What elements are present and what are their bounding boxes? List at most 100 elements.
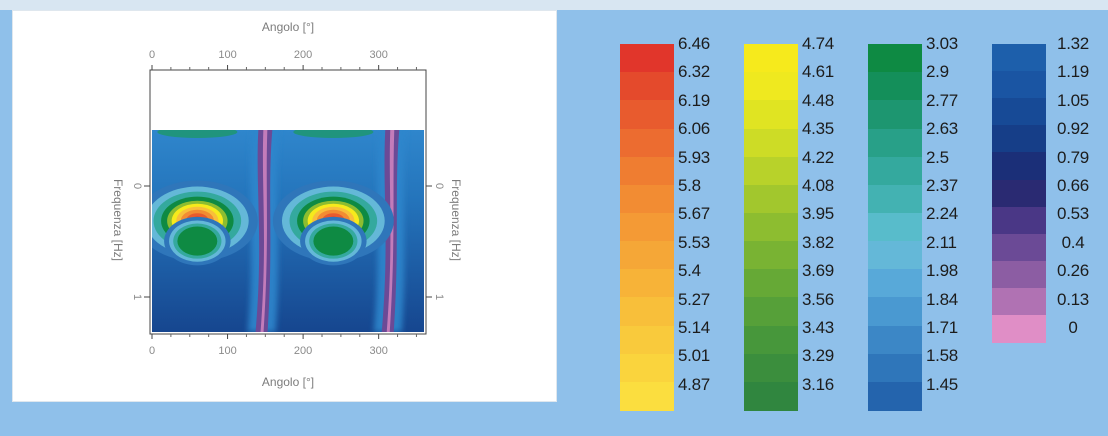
contour-level bbox=[313, 226, 354, 256]
colorbar-label: 1.05 bbox=[1057, 90, 1089, 110]
colorbar-label: 6.32 bbox=[678, 62, 710, 82]
colorbar-swatch bbox=[868, 156, 922, 186]
top-tick-label: 300 bbox=[369, 49, 387, 61]
colorbar-label: 5.4 bbox=[678, 261, 701, 281]
colorbar-swatch bbox=[868, 100, 922, 130]
colorbar-swatch bbox=[744, 297, 798, 327]
colorbar-swatch bbox=[620, 128, 674, 158]
colorbar-swatch bbox=[868, 44, 922, 73]
colorbar-swatch bbox=[992, 315, 1046, 343]
contour-level bbox=[177, 226, 218, 256]
top-tick-label: 0 bbox=[149, 49, 155, 61]
colorbar-swatch bbox=[992, 206, 1046, 235]
colorbar-swatch bbox=[992, 44, 1046, 72]
colorbar-label: 4.35 bbox=[802, 119, 834, 139]
colorbar-swatch bbox=[992, 260, 1046, 289]
heatmap-svg: Angolo [°] Angolo [°] Frequenza [Hz] Fre… bbox=[111, 20, 463, 389]
colorbar-label: 4.48 bbox=[802, 90, 834, 110]
colorbar-swatch bbox=[620, 212, 674, 242]
colorbar-label: 6.19 bbox=[678, 90, 710, 110]
top-axis-title: Angolo [°] bbox=[262, 20, 314, 34]
colorbar-label: 4.87 bbox=[678, 374, 710, 394]
colorbar-label: 0 bbox=[1068, 318, 1078, 337]
colorbar-swatch bbox=[868, 297, 922, 327]
colorbar-swatch bbox=[744, 100, 798, 130]
top-tick-label: 100 bbox=[218, 49, 236, 61]
colorbar-label: 4.74 bbox=[802, 34, 834, 53]
colorbar-label: 3.29 bbox=[802, 346, 834, 366]
colorbar-label: 3.82 bbox=[802, 232, 834, 252]
top-strip bbox=[0, 0, 1108, 10]
colorbar-label: 3.95 bbox=[802, 204, 834, 224]
colorbar-swatch bbox=[744, 184, 798, 214]
colorbar-swatch bbox=[620, 241, 674, 270]
plot-frame bbox=[149, 69, 427, 335]
colorbar-label: 1.71 bbox=[926, 318, 958, 337]
colorbar-swatch bbox=[744, 156, 798, 186]
colorbar-swatch bbox=[620, 381, 674, 411]
colorbar-swatch bbox=[868, 353, 922, 383]
colorbar-label: 0.92 bbox=[1057, 119, 1089, 139]
colorbar-swatch bbox=[744, 269, 798, 298]
hotspot-4 bbox=[300, 216, 367, 266]
colorbar-label: 1.98 bbox=[926, 261, 958, 281]
colorbar-label: 1.58 bbox=[926, 346, 958, 366]
colorbar-label: 4.22 bbox=[802, 147, 834, 167]
colorbar-label: 6.06 bbox=[678, 119, 710, 139]
right-tick-label: 0 bbox=[433, 183, 445, 189]
colorbar-label: 2.77 bbox=[926, 90, 958, 110]
colorbar-label: 3.03 bbox=[926, 34, 958, 53]
colorbar-swatch bbox=[868, 184, 922, 214]
right-tick-label: 1 bbox=[433, 294, 445, 300]
colorbar-swatch bbox=[620, 156, 674, 186]
colorbar-swatch bbox=[744, 72, 798, 101]
colorbar-swatch bbox=[620, 297, 674, 327]
bottom-tick-label: 0 bbox=[149, 345, 155, 357]
colorbar-swatch bbox=[992, 179, 1046, 208]
bottom-tick-label: 200 bbox=[294, 345, 312, 357]
colorbar-label: 5.67 bbox=[678, 204, 710, 224]
colorbar-label: 4.08 bbox=[802, 176, 834, 195]
colorbar-label: 5.14 bbox=[678, 318, 710, 337]
colorbar-swatch bbox=[744, 325, 798, 355]
colorbar-label: 0.66 bbox=[1057, 176, 1089, 195]
colorbar-label: 5.8 bbox=[678, 176, 701, 195]
colorbar-swatch bbox=[868, 128, 922, 158]
colorbar-swatch bbox=[868, 269, 922, 298]
colorbar-swatch bbox=[992, 98, 1046, 126]
colorbar-swatch bbox=[992, 71, 1046, 99]
left-axis-title: Frequenza [Hz] bbox=[111, 179, 125, 261]
colorbar-label: 2.9 bbox=[926, 62, 949, 82]
colorbar-label: 2.63 bbox=[926, 119, 958, 139]
bottom-tick-label: 100 bbox=[218, 345, 236, 357]
left-tick-label: 0 bbox=[131, 183, 143, 189]
bottom-axis-title: Angolo [°] bbox=[262, 375, 314, 389]
colorbar-swatch bbox=[744, 241, 798, 270]
colorbar-label: 1.19 bbox=[1057, 62, 1089, 82]
colorbar-swatch bbox=[620, 184, 674, 214]
colorbar-swatch bbox=[620, 269, 674, 298]
right-axis-title: Frequenza [Hz] bbox=[449, 179, 463, 261]
colorbar-label: 0.13 bbox=[1057, 289, 1089, 309]
colorbar-label: 2.24 bbox=[926, 204, 958, 224]
colorbar-swatch bbox=[620, 325, 674, 355]
colorbar-swatch bbox=[868, 212, 922, 242]
colorbar-swatch bbox=[744, 44, 798, 73]
colorbar-label: 5.27 bbox=[678, 289, 710, 309]
heatmap-panel: Angolo [°] Angolo [°] Frequenza [Hz] Fre… bbox=[12, 10, 557, 402]
colorbar-label: 0.79 bbox=[1057, 147, 1089, 167]
colorbar-swatch bbox=[868, 72, 922, 101]
ridge-1 bbox=[247, 130, 280, 332]
hotspot-3 bbox=[164, 216, 231, 266]
colorbar-swatch bbox=[620, 72, 674, 101]
colorbar-swatch bbox=[744, 212, 798, 242]
colorbar-label: 5.53 bbox=[678, 232, 710, 252]
top-edge-glow-2 bbox=[293, 130, 374, 138]
colorbar-label: 4.61 bbox=[802, 62, 834, 82]
colorbar-label: 5.01 bbox=[678, 346, 710, 366]
colorbar-label: 1.84 bbox=[926, 289, 958, 309]
ridge-core bbox=[260, 130, 268, 332]
colorbar-swatch bbox=[620, 100, 674, 130]
ridge-band bbox=[255, 130, 273, 332]
